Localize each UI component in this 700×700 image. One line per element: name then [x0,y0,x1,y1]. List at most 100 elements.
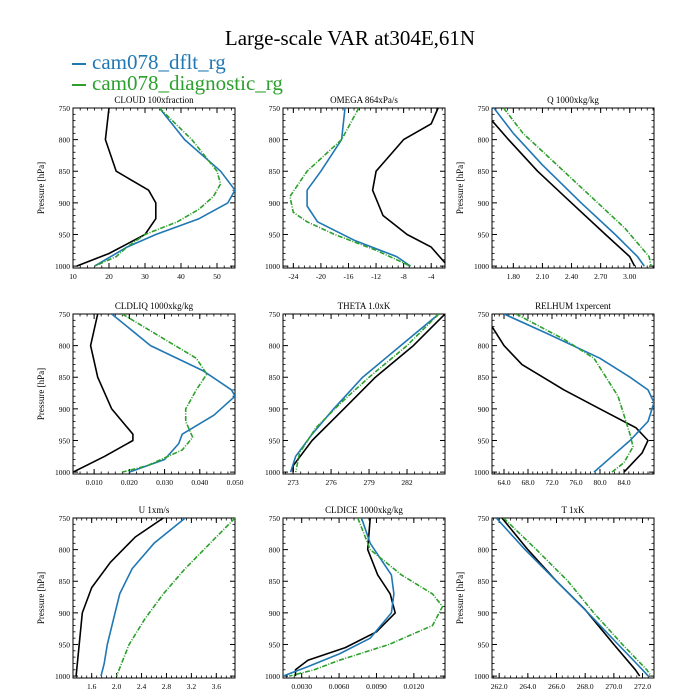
y-tick-label: 950 [269,436,281,445]
x-tick-label: 262.0 [491,682,508,691]
x-tick-label: 0.0060 [329,682,350,691]
panel-2: Q 1000xkg/kg Pressure [hPa] 750 800 850 900 95… [455,95,655,281]
x-tick-label: 10 [69,272,77,281]
plot-frame [282,517,446,679]
x-tick-label: -12 [371,272,381,281]
y-tick-label: 900 [269,609,281,618]
plot-frame [491,107,655,269]
y-tick-label: 950 [59,640,71,649]
x-tick-label: 20 [105,272,113,281]
series-line-1 [495,518,649,677]
x-tick-label: 279 [363,478,375,487]
y-tick-label: 800 [478,546,490,555]
x-tick-label: 3.2 [187,682,197,691]
y-tick-label: 800 [478,342,490,351]
y-tick-label: 850 [269,373,281,382]
x-tick-label: 2.40 [565,272,578,281]
y-tick-label: 950 [269,640,281,649]
x-tick-label: 276 [325,478,337,487]
x-tick-label: 2.10 [536,272,549,281]
y-tick-label: 750 [269,514,281,523]
series-line-0 [371,108,445,264]
y-tick-label: 1000 [55,672,70,681]
y-tick-label: 800 [269,136,281,145]
plot-frame [72,517,236,679]
series-line-1 [493,108,645,267]
legend-label-dflt: cam078_dflt_rg [92,50,226,74]
y-tick-label: 900 [478,199,490,208]
y-tick-label: 850 [269,577,281,586]
x-tick-label: 0.0090 [366,682,387,691]
y-tick-label: 750 [478,514,490,523]
series-line-0 [76,108,157,267]
series-line-0 [492,326,649,473]
y-axis-label: Pressure [hPa] [455,572,465,624]
y-tick-label: 800 [478,136,490,145]
series-line-2 [502,108,652,267]
x-tick-label: 2.70 [594,272,607,281]
y-tick-label: 750 [269,310,281,319]
x-tick-label: 0.030 [156,478,173,487]
series-line-0 [292,314,445,473]
series-line-1 [100,518,186,677]
panel-title: CLOUD 100xfraction [114,95,194,105]
y-tick-label: 850 [59,577,71,586]
plot-frame [282,107,446,269]
y-tick-label: 950 [269,230,281,239]
y-tick-label: 850 [59,373,71,382]
figure-title: Large-scale VAR at304E,61N [224,26,476,50]
y-tick-label: 850 [59,167,71,176]
y-tick-label: 800 [269,546,281,555]
x-tick-label: -20 [316,272,326,281]
y-tick-label: 850 [478,373,490,382]
series-line-1 [289,314,440,473]
y-tick-label: 900 [59,609,71,618]
panel-title: U 1xm/s [139,505,170,515]
plot-frame [72,107,236,269]
x-tick-label: 2.0 [112,682,122,691]
x-tick-label: 40 [177,272,185,281]
series-line-0 [492,120,636,267]
series-line-1 [111,314,235,473]
panel-3: CLDLIQ 1000xkg/kg Pressure [hPa] 750 800 850… [36,301,244,487]
panel-title: OMEGA 864xPa/s [330,95,398,105]
panel-title: Q 1000xkg/kg [547,95,599,105]
y-axis-label: Pressure [hPa] [36,368,46,420]
y-tick-label: 1000 [265,468,280,477]
y-tick-label: 950 [478,230,490,239]
panel-5: RELHUM 1xpercent 750 800 850 900 950 1000 64.0 6… [474,301,655,487]
x-tick-label: 2.4 [137,682,147,691]
y-tick-label: 950 [478,436,490,445]
panel-title: THETA 1.0xK [338,301,391,311]
series-line-2 [515,314,634,473]
panel-6: U 1xm/s Pressure [hPa] 750 800 850 900 950 1000… [36,505,236,691]
y-tick-label: 850 [478,167,490,176]
y-tick-label: 1000 [55,262,70,271]
x-tick-label: 270.0 [605,682,622,691]
plot-frame [491,517,655,679]
x-tick-label: -8 [401,272,407,281]
y-tick-label: 1000 [474,262,489,271]
series-line-2 [289,108,411,267]
x-tick-label: 64.0 [497,478,510,487]
series-line-1 [94,108,235,267]
y-tick-label: 750 [478,104,490,113]
x-tick-label: 2.8 [162,682,172,691]
y-tick-label: 750 [59,310,71,319]
y-tick-label: 1000 [265,262,280,271]
plot-frame [282,313,446,475]
y-tick-label: 800 [59,546,71,555]
series-line-2 [502,518,652,677]
panel-title: RELHUM 1xpercent [535,301,611,311]
x-tick-label: 273 [288,478,300,487]
y-tick-label: 950 [478,640,490,649]
x-tick-label: 264.0 [519,682,536,691]
panel-title: CLDLIQ 1000xkg/kg [115,301,194,311]
series-line-2 [121,314,208,473]
legend-entry-dflt: cam078_dflt_rg [72,52,226,73]
x-tick-label: 68.0 [521,478,534,487]
y-tick-label: 750 [269,104,281,113]
y-tick-label: 800 [269,342,281,351]
